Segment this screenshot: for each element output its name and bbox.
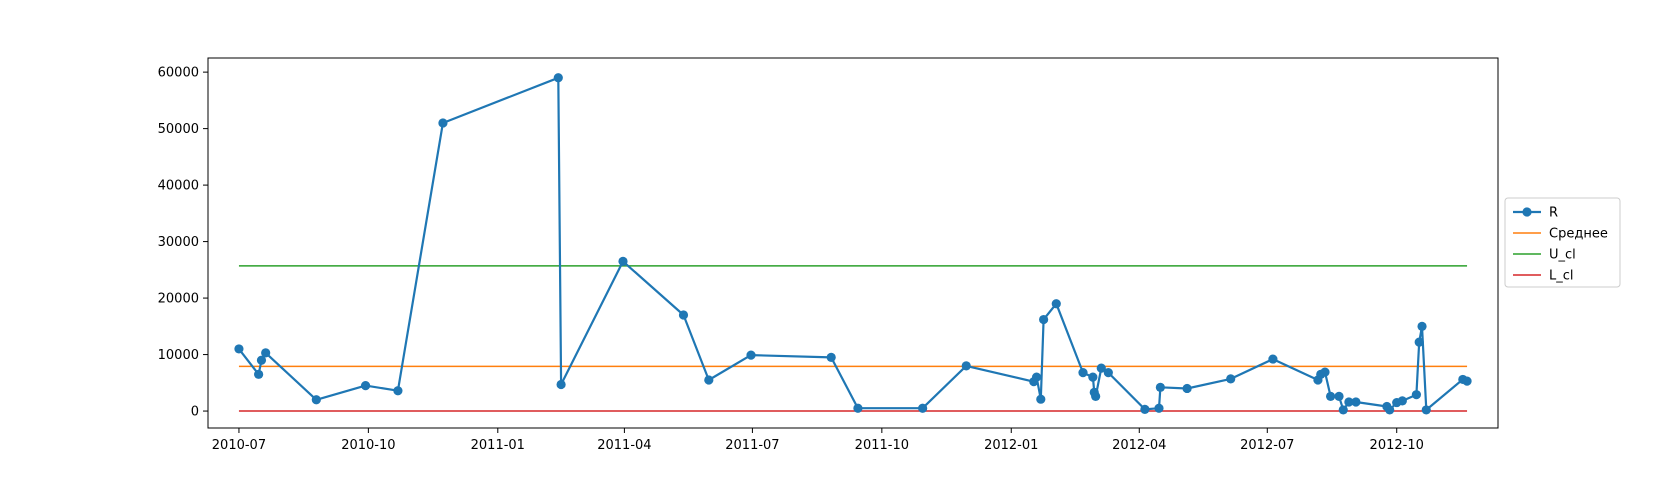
data-point-r — [961, 361, 971, 371]
legend-label-r: R — [1549, 206, 1558, 221]
x-axis: 2010-07 2010-10 2011-01 2011-04 2011-07 2011-… — [212, 428, 1424, 453]
data-point-r — [393, 386, 403, 396]
x-tick-label: 2011-04 — [597, 438, 651, 453]
data-point-r — [1414, 337, 1424, 347]
data-point-r — [360, 381, 371, 391]
data-point-r — [1091, 391, 1101, 401]
data-point-r — [1140, 404, 1150, 414]
data-point-r — [1226, 374, 1236, 384]
legend-marker-r — [1522, 207, 1532, 217]
data-point-r — [1036, 394, 1046, 404]
data-point-r — [1182, 383, 1192, 394]
data-point-r — [853, 403, 863, 413]
data-point-r — [1385, 405, 1395, 415]
y-tick-label: 10000 — [158, 348, 199, 363]
data-point-r — [1268, 354, 1278, 364]
x-tick-label: 2010-10 — [341, 438, 395, 453]
x-tick-label: 2012-04 — [1112, 438, 1166, 453]
y-tick-label: 50000 — [158, 122, 199, 137]
data-point-r — [1334, 391, 1344, 401]
y-tick-label: 30000 — [158, 235, 199, 250]
data-point-r — [261, 348, 271, 358]
data-point-r — [1320, 367, 1330, 377]
data-point-r — [1096, 363, 1106, 373]
legend: R Среднее U_cl L_cl — [1504, 197, 1621, 288]
series-line-r — [238, 76, 1468, 411]
data-point-r — [234, 344, 244, 354]
legend-label-mean: Среднее — [1549, 227, 1608, 242]
data-point-r — [311, 395, 321, 405]
data-point-r — [1155, 382, 1165, 392]
x-tick-label: 2012-07 — [1240, 438, 1294, 453]
x-tick-label: 2011-10 — [855, 438, 909, 453]
legend-label-u-cl: U_cl — [1549, 248, 1576, 263]
x-tick-label: 2010-07 — [212, 438, 266, 453]
legend-box — [1504, 197, 1621, 288]
y-tick-label: 40000 — [158, 179, 199, 194]
data-point-r — [704, 375, 714, 385]
data-point-r — [1154, 403, 1164, 413]
series-layer — [234, 73, 1472, 415]
y-tick-label: 0 — [191, 405, 199, 420]
data-point-r — [826, 352, 836, 362]
data-point-r — [1344, 397, 1354, 407]
data-point-r — [1351, 397, 1361, 407]
data-point-r — [1051, 299, 1061, 309]
data-point-r — [1088, 372, 1098, 382]
data-point-r — [553, 73, 563, 83]
data-point-r — [256, 355, 267, 365]
data-point-r — [1039, 314, 1049, 325]
x-tick-label: 2012-10 — [1370, 438, 1424, 453]
x-tick-label: 2011-01 — [471, 438, 525, 453]
data-point-r — [254, 369, 264, 379]
plot-area-frame — [207, 57, 1499, 429]
data-point-r — [1417, 321, 1427, 331]
data-point-r — [1397, 396, 1407, 406]
data-point-r — [1411, 390, 1422, 400]
data-point-r — [438, 118, 448, 128]
data-point-r — [918, 403, 928, 413]
data-point-r — [556, 379, 566, 390]
data-point-r — [1078, 368, 1088, 378]
data-point-r — [1462, 376, 1472, 386]
y-tick-label: 20000 — [158, 292, 199, 307]
data-point-r — [1325, 391, 1336, 401]
data-point-r — [1103, 368, 1113, 378]
x-tick-label: 2012-01 — [984, 438, 1038, 453]
data-point-r — [1338, 405, 1348, 415]
data-point-r — [746, 350, 756, 360]
y-axis: 0 10000 20000 30000 40000 50000 60000 — [158, 66, 208, 420]
data-point-r — [678, 310, 689, 320]
legend-label-l-cl: L_cl — [1549, 269, 1574, 284]
data-point-r — [1031, 372, 1042, 382]
data-point-r — [1421, 405, 1431, 415]
y-tick-label: 60000 — [158, 66, 199, 81]
x-tick-label: 2011-07 — [725, 438, 779, 453]
data-point-r — [618, 256, 628, 266]
